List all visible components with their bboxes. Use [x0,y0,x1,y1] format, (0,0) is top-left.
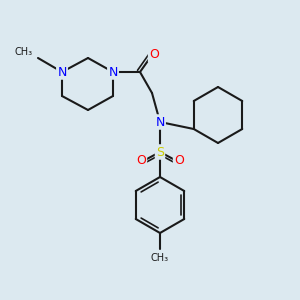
Text: O: O [174,154,184,166]
Text: N: N [108,65,118,79]
Text: S: S [156,146,164,158]
Text: CH₃: CH₃ [15,47,33,57]
Text: O: O [149,49,159,62]
Text: N: N [155,116,165,128]
Text: N: N [57,65,67,79]
Text: O: O [136,154,146,166]
Text: CH₃: CH₃ [151,253,169,263]
